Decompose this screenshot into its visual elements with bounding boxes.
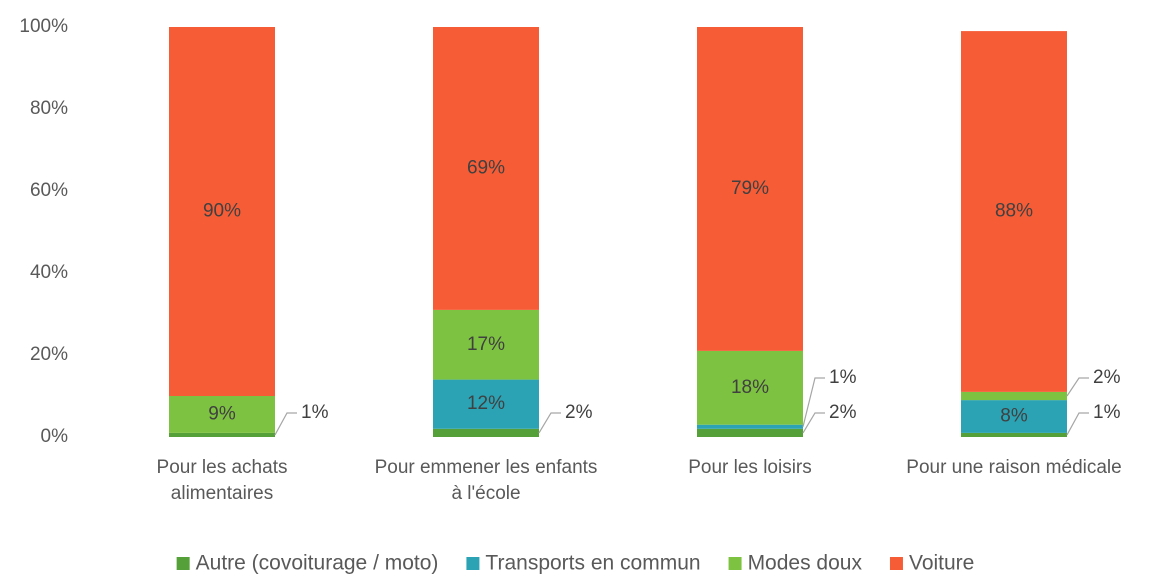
bar-segment (961, 391, 1067, 401)
leader-line (1066, 377, 1089, 397)
leader-line (802, 412, 825, 434)
y-tick-label: 40% (30, 262, 68, 283)
bar-segment (961, 400, 1067, 433)
data-label: 12% (467, 393, 505, 414)
legend-label: Autre (covoiturage / moto) (196, 552, 439, 575)
data-label: 69% (467, 157, 505, 178)
data-label: 88% (995, 201, 1033, 222)
data-label: 79% (731, 178, 769, 199)
data-label: 18% (731, 377, 769, 398)
data-label: 9% (208, 403, 236, 424)
legend-label: Modes doux (748, 552, 863, 575)
data-label: 2% (1093, 367, 1121, 388)
data-label: 90% (203, 201, 241, 222)
leader-line (538, 412, 561, 434)
y-tick-label: 80% (30, 98, 68, 119)
data-label: 8% (1000, 406, 1028, 427)
bar-segment (697, 27, 803, 351)
y-tick-label: 20% (30, 344, 68, 365)
legend-swatch (176, 557, 190, 570)
data-label: 1% (1093, 402, 1121, 423)
bar-segment (169, 27, 275, 396)
y-tick-label: 0% (41, 426, 69, 447)
leader-line (802, 377, 825, 427)
legend-label: Voiture (909, 552, 974, 575)
bar-segment (433, 379, 539, 429)
leader-line (274, 412, 297, 436)
x-tick-label: Pour emmener les enfants à l'école (374, 457, 598, 504)
data-label: 17% (467, 334, 505, 355)
bar-segment (169, 396, 275, 433)
x-tick-label: Pour une raison médicale (906, 457, 1122, 478)
leader-line (1066, 412, 1089, 436)
data-label: 1% (829, 367, 857, 388)
y-tick-label: 60% (30, 180, 68, 201)
legend-swatch (889, 557, 903, 570)
data-label: 2% (565, 402, 593, 423)
legend-label: Transports en commun (485, 552, 700, 575)
bar-segment (697, 350, 803, 425)
legend-swatch (728, 557, 742, 570)
bar-segment (697, 428, 803, 437)
y-tick-label: 100% (19, 16, 68, 37)
bar-segment (961, 432, 1067, 437)
bar-segment (433, 309, 539, 380)
bar-segment (961, 31, 1067, 392)
data-label: 2% (829, 402, 857, 423)
bar-segment (433, 27, 539, 310)
x-tick-label: Pour les achats alimentaires (156, 457, 288, 504)
bar-segment (697, 424, 803, 429)
x-tick-label: Pour les loisirs (688, 457, 812, 478)
data-label: 1% (301, 402, 329, 423)
bar-segment (433, 428, 539, 437)
legend-swatch (466, 557, 480, 570)
bar-segment (169, 432, 275, 437)
